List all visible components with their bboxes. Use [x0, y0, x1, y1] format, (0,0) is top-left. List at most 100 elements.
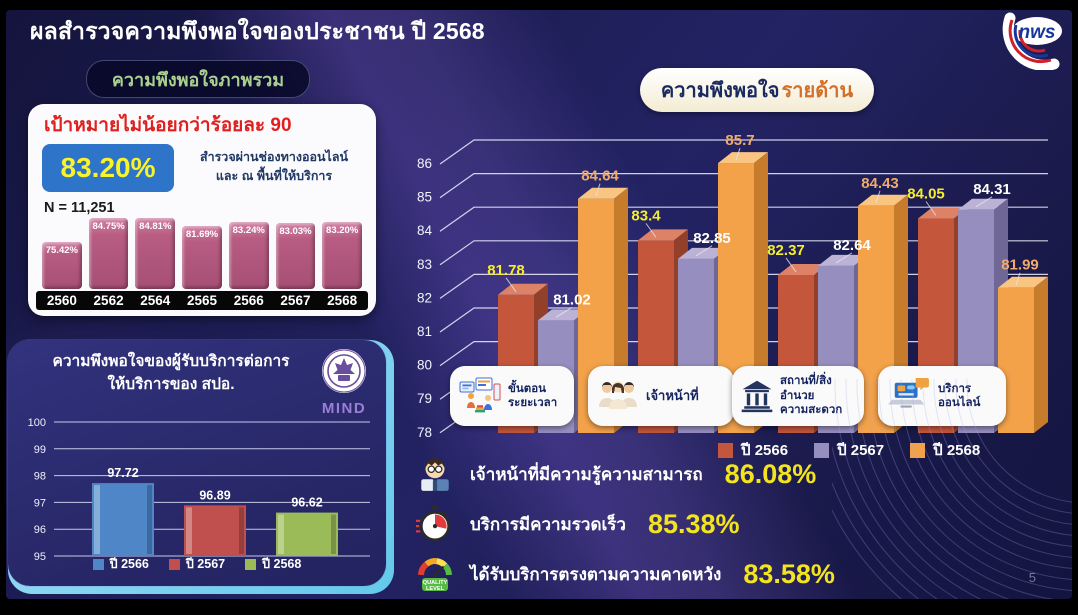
- officer-avatar-icon: [414, 453, 456, 495]
- svg-text:82.37: 82.37: [767, 242, 805, 259]
- svg-text:79: 79: [417, 391, 432, 406]
- slide: ผลสำรวจความพึงพอใจของประชาชน ปี 2568 nws…: [6, 10, 1072, 599]
- svg-text:84.64: 84.64: [581, 168, 619, 185]
- svg-text:82.85: 82.85: [693, 230, 731, 247]
- sample-size: N = 11,251: [44, 200, 115, 216]
- stat-label: เจ้าหน้าที่มีความรู้ความสามารถ: [470, 464, 703, 484]
- svg-text:84.05: 84.05: [907, 186, 945, 203]
- svg-text:78: 78: [417, 425, 432, 440]
- mind-logo-text: MIND: [321, 400, 367, 417]
- stat-row: QUALITY LEVEL ได้รับบริการตรงตามความคาดห…: [414, 552, 835, 596]
- overall-year-label: 2564: [140, 293, 171, 308]
- svg-text:84.31: 84.31: [973, 181, 1011, 198]
- legend-item: ปี 2566: [718, 438, 788, 462]
- legend-item: ปี 2567: [814, 438, 884, 462]
- svg-text:95: 95: [34, 551, 46, 563]
- svg-text:97: 97: [34, 497, 46, 509]
- svg-text:80: 80: [417, 358, 432, 373]
- target-rest: ไม่น้อยกว่าร้อยละ 90: [120, 115, 292, 136]
- mind-chart-title: ความพึงพอใจของผู้รับบริการต่อการ ให้บริก…: [52, 353, 290, 394]
- overall-year-label: 2568: [327, 293, 358, 308]
- decorative-wave-lines: [832, 379, 1072, 599]
- facility-building-icon: [741, 380, 773, 413]
- svg-text:81.78: 81.78: [487, 262, 525, 279]
- svg-text:83: 83: [417, 257, 432, 272]
- overall-bar: 84.75%: [88, 218, 129, 289]
- legend-swatch: [718, 442, 733, 458]
- stopwatch-icon: [414, 503, 456, 545]
- legend-swatch: [92, 558, 104, 570]
- svg-text:85: 85: [417, 190, 432, 205]
- stat-row: บริการมีความรวดเร็ว 85.38%: [414, 502, 835, 546]
- survey-channel-note: สำรวจผ่านช่องทางออนไลน์ และ ณ พื้นที่ให้…: [199, 150, 349, 183]
- category-card-facility: สถานที่/สิ่งอำนวย ความสะดวก: [732, 366, 864, 426]
- mind-bar-chart: 95 96 97 98 99 100 97.72 96.89 96.62: [28, 417, 370, 563]
- category-card-online: บริการ ออนไลน์: [878, 366, 1006, 426]
- overall-year-label: 2565: [186, 293, 218, 308]
- svg-text:82: 82: [417, 290, 432, 305]
- legend-item: ปี 2568: [910, 438, 980, 462]
- svg-text:99: 99: [34, 444, 46, 456]
- svg-text:96.89: 96.89: [199, 488, 230, 502]
- overall-bar: 83.20%: [322, 222, 363, 289]
- legend-item: ปี 2567: [168, 554, 225, 574]
- overall-year-label: 2560: [46, 293, 77, 308]
- stat-value: 86.08%: [724, 458, 817, 489]
- overall-year-label: 2566: [233, 293, 264, 308]
- category-label: สถานที่/สิ่งอำนวย ความสะดวก: [780, 375, 843, 417]
- svg-text:84.43: 84.43: [861, 175, 899, 192]
- svg-text:81.99: 81.99: [1001, 257, 1039, 274]
- nws-logo-text: nws: [1019, 22, 1056, 43]
- overall-score-badge: 83.20%: [42, 144, 174, 192]
- overall-score-value: 83.20%: [60, 152, 156, 183]
- svg-text:82.64: 82.64: [833, 237, 871, 254]
- stat-label: บริการมีความรวดเร็ว: [470, 514, 626, 534]
- overall-bar-value: 83.24%: [232, 225, 265, 237]
- svg-text:QUALITY: QUALITY: [423, 580, 448, 586]
- online-service-icon: [888, 377, 929, 408]
- svg-text:81.02: 81.02: [553, 291, 591, 308]
- page-number: 5: [1028, 570, 1036, 585]
- overall-bar: 75.42%: [42, 242, 82, 289]
- svg-text:84: 84: [417, 223, 433, 238]
- nws-logo: nws: [1000, 12, 1064, 71]
- aspects-3d-bar-chart: 78 79 80 81 82 83 84 85 86 81.78 81.02 84.64 83.4 82.…: [417, 132, 1048, 440]
- category-card-process: ขั้นตอน ระยะเวลา: [450, 366, 574, 426]
- overall-trend-chart: 75.42% 84.75% 84.81% 81.69% 83.24% 83.03% 83.2…: [36, 215, 368, 310]
- mind-logo: MIND: [314, 348, 374, 417]
- overall-bar: 83.24%: [228, 222, 269, 289]
- key-stats: เจ้าหน้าที่มีความรู้ความสามารถ 86.08% บร…: [414, 452, 835, 596]
- mind-legend: ปี 2566 ปี 2567 ปี 2568: [8, 554, 386, 574]
- aspects-section-header: ความพึงพอใจ รายด้าน: [640, 68, 874, 112]
- overall-bar-value: 84.75%: [92, 221, 125, 233]
- nws-logo-icon: nws: [1002, 12, 1062, 71]
- svg-text:97.72: 97.72: [107, 466, 138, 480]
- stat-value: 83.58%: [743, 558, 835, 589]
- overall-bar-value: 81.69%: [185, 229, 219, 240]
- aspects-header-accent: รายด้าน: [781, 80, 854, 102]
- staff-group-icon: [599, 381, 637, 409]
- overall-bar: 83.03%: [275, 222, 316, 289]
- category-label: ขั้นตอน ระยะเวลา: [508, 382, 558, 409]
- svg-text:96.62: 96.62: [291, 496, 322, 510]
- svg-text:98: 98: [34, 471, 46, 483]
- overall-year-label: 2567: [280, 293, 311, 308]
- page-title: ผลสำรวจความพึงพอใจของประชาชน ปี 2568: [30, 18, 485, 44]
- overall-year-label: 2562: [93, 293, 124, 308]
- stat-row: เจ้าหน้าที่มีความรู้ความสามารถ 86.08%: [414, 452, 835, 496]
- overall-bar-value: 84.81%: [139, 221, 172, 233]
- svg-text:LEVEL: LEVEL: [426, 586, 445, 592]
- category-card-staff: เจ้าหน้าที่: [588, 366, 734, 426]
- svg-text:85.7: 85.7: [725, 132, 754, 149]
- mind-emblem-icon: [322, 349, 366, 393]
- svg-text:81: 81: [417, 324, 432, 339]
- target-text: เป้าหมายไม่น้อยกว่าร้อยละ 90: [44, 110, 292, 140]
- category-label: บริการ ออนไลน์: [938, 382, 981, 409]
- overall-trend-bars: 75.42% 84.75% 84.81% 81.69% 83.24% 83.03% 83.2…: [36, 215, 368, 289]
- svg-text:83.4: 83.4: [631, 207, 661, 224]
- legend-swatch: [814, 442, 830, 458]
- svg-text:96: 96: [34, 524, 46, 536]
- aspects-legend: ปี 2566 ปี 2567 ปี 2568: [718, 438, 980, 462]
- legend-swatch: [168, 558, 180, 570]
- svg-text:86: 86: [417, 156, 432, 171]
